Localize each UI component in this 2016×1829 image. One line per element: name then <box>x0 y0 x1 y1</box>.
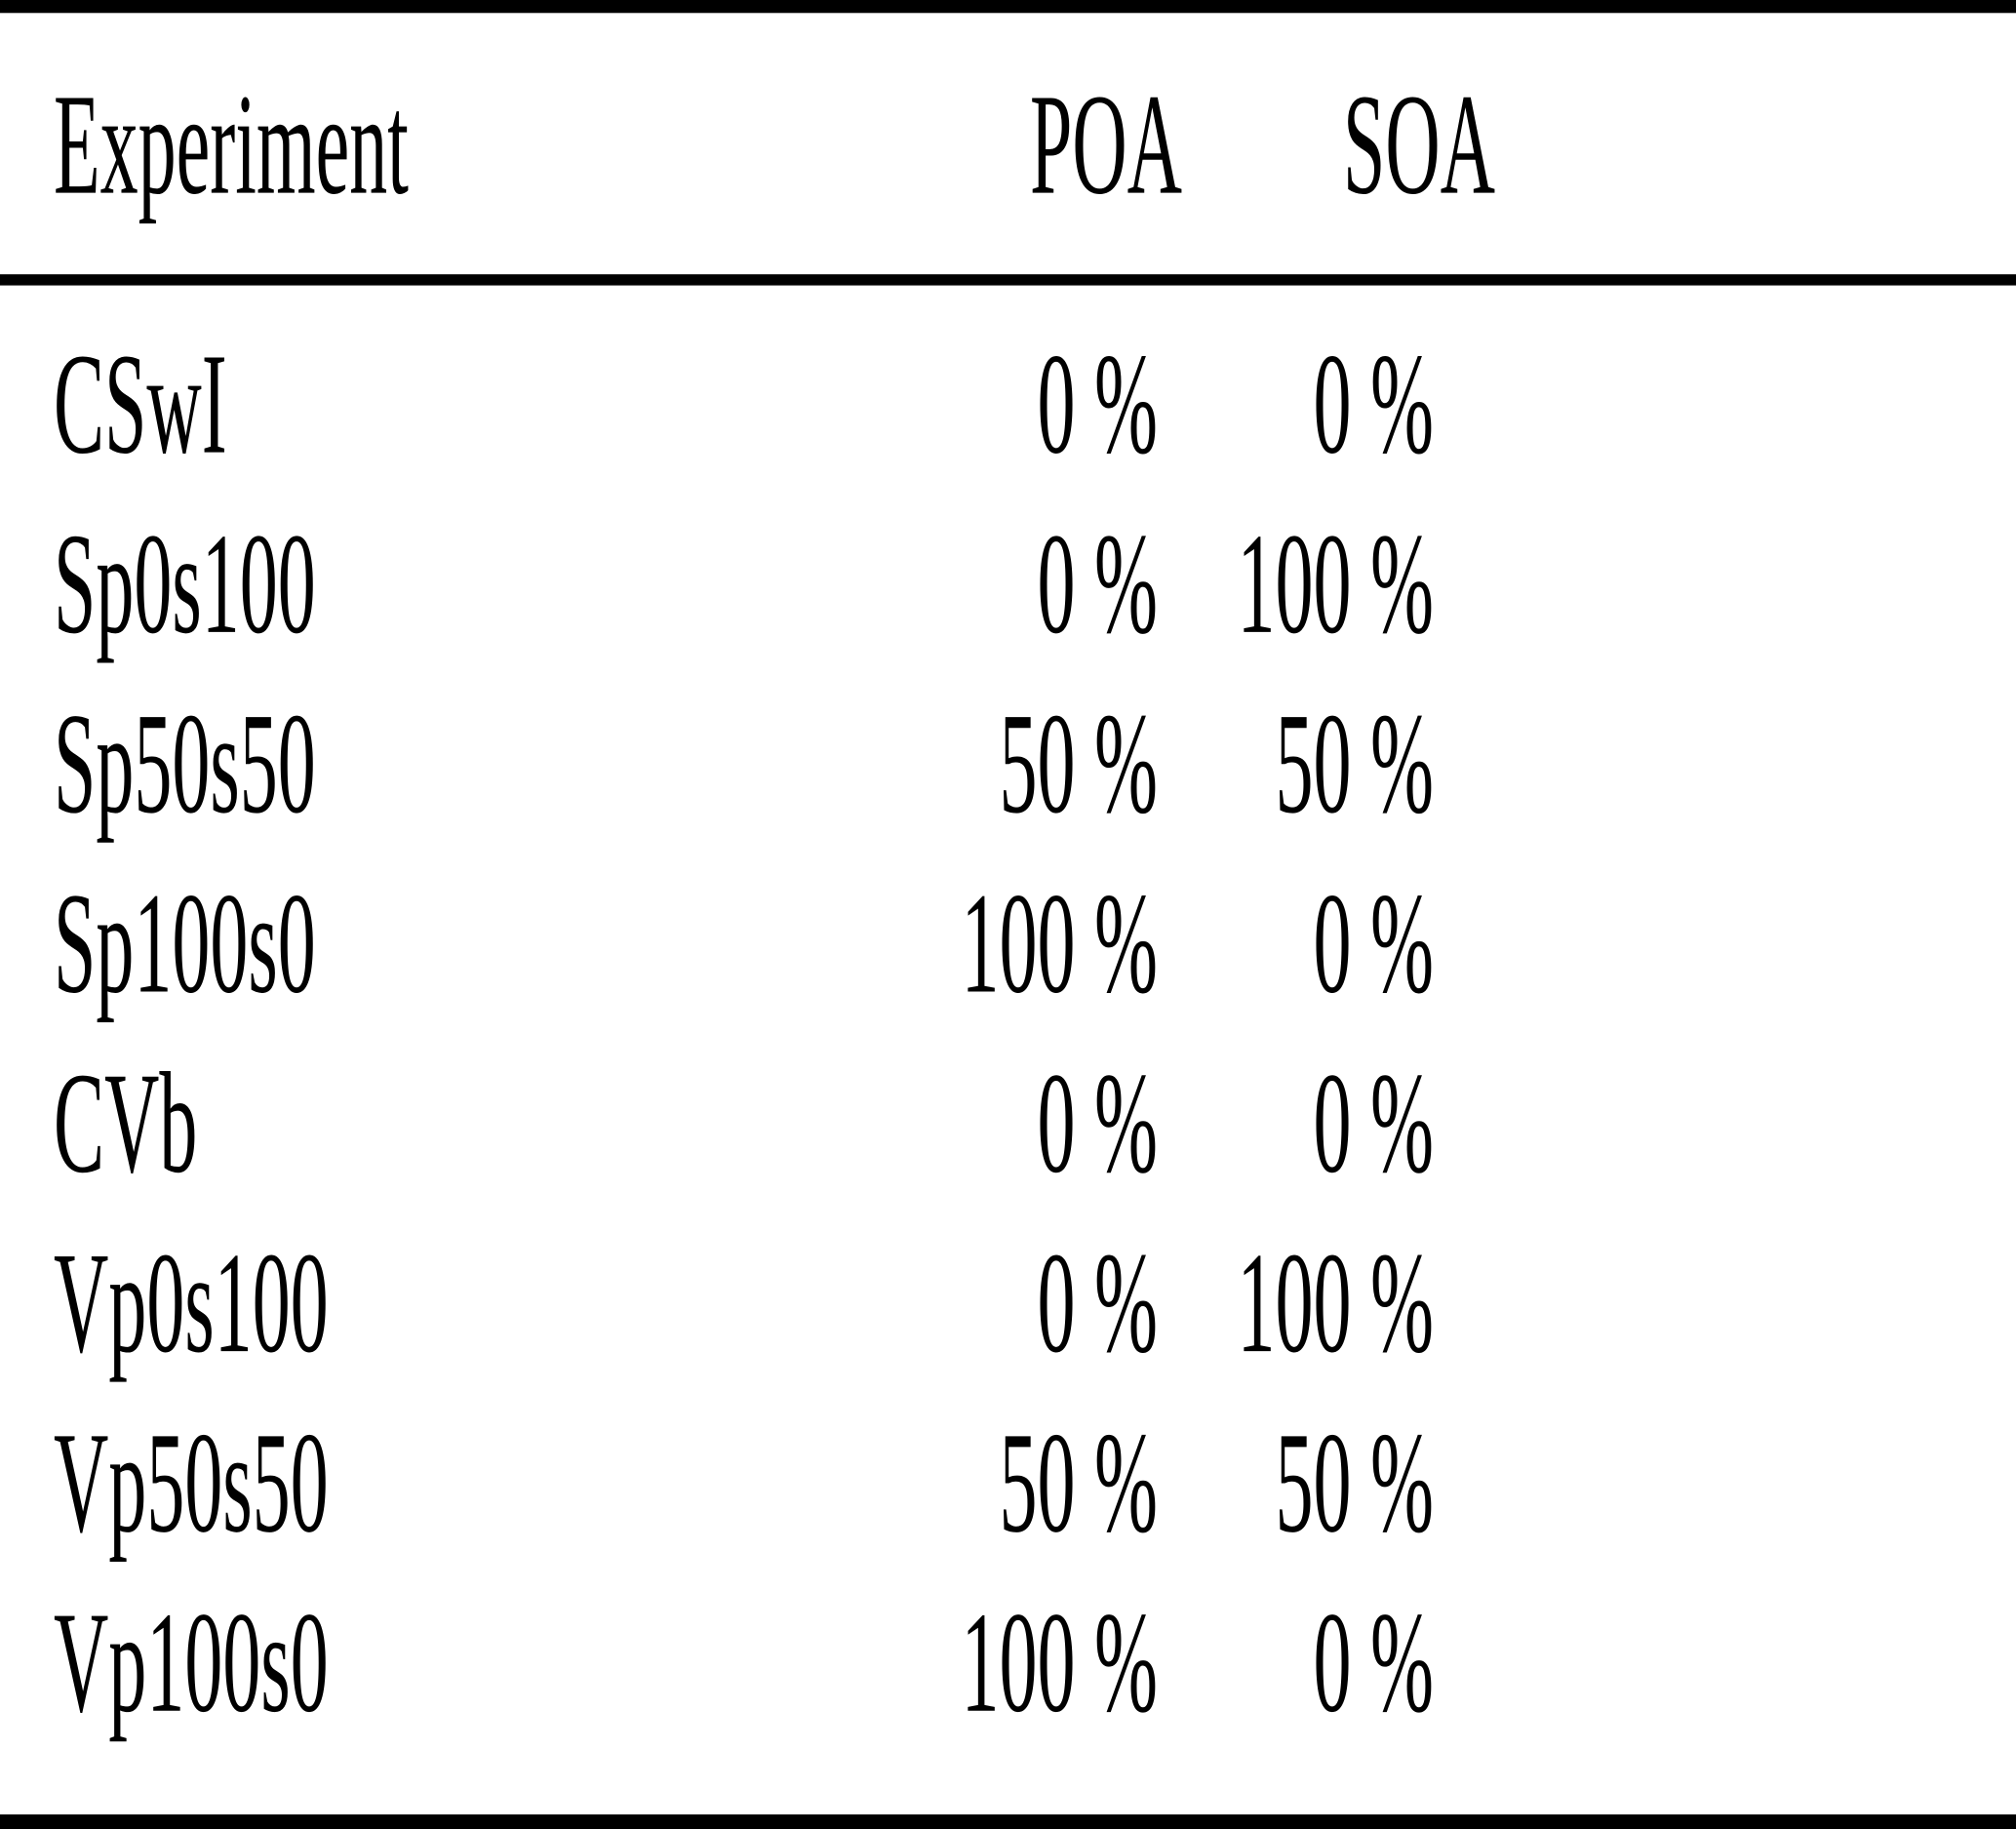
poa-cell: 50 % <box>999 1400 1158 1562</box>
experiment-cell: CVb <box>54 1040 198 1203</box>
table-row: Sp0s100 0 % 100 % <box>0 493 2016 672</box>
soa-cell: 0 % <box>1313 1579 1434 1742</box>
table-top-rule <box>0 0 2016 14</box>
experiment-cell: Vp0s100 <box>54 1220 329 1382</box>
table-row: Sp100s0 100 % 0 % <box>0 853 2016 1032</box>
experiment-cell: Vp100s0 <box>54 1579 329 1742</box>
experiment-cell: CSwI <box>54 321 227 483</box>
table-row: Vp100s0 100 % 0 % <box>0 1571 2016 1751</box>
experiment-cell: Sp100s0 <box>54 860 316 1022</box>
table-body: CSwI 0 % 0 % Sp0s100 0 % 100 % Sp50s50 5… <box>0 286 2016 1815</box>
table-row: CVb 0 % 0 % <box>0 1032 2016 1212</box>
soa-cell: 0 % <box>1313 321 1434 483</box>
soa-cell: 0 % <box>1313 1040 1434 1203</box>
column-header-soa: SOA <box>1342 61 1495 223</box>
poa-cell: 0 % <box>1037 1040 1158 1203</box>
poa-cell: 50 % <box>999 681 1158 843</box>
soa-cell: 100 % <box>1237 1220 1434 1382</box>
table-row: CSwI 0 % 0 % <box>0 313 2016 493</box>
poa-cell: 0 % <box>1037 1220 1158 1382</box>
soa-cell: 50 % <box>1275 681 1434 843</box>
experiment-cell: Sp50s50 <box>54 681 316 843</box>
poa-cell: 0 % <box>1037 321 1158 483</box>
poa-cell: 100 % <box>961 1579 1158 1742</box>
table-row: Sp50s50 50 % 50 % <box>0 673 2016 853</box>
poa-cell: 100 % <box>961 860 1158 1022</box>
table-header-row: Experiment POA SOA <box>0 13 2016 274</box>
soa-cell: 50 % <box>1275 1400 1434 1562</box>
experiment-cell: Vp50s50 <box>54 1400 329 1562</box>
soa-cell: 100 % <box>1237 500 1434 663</box>
column-header-poa: POA <box>1029 61 1182 223</box>
soa-cell: 0 % <box>1313 860 1434 1022</box>
table-mid-rule <box>0 274 2016 286</box>
column-header-experiment: Experiment <box>54 61 409 223</box>
table-row: Vp0s100 0 % 100 % <box>0 1213 2016 1392</box>
poa-cell: 0 % <box>1037 500 1158 663</box>
table-row: Vp50s50 50 % 50 % <box>0 1392 2016 1571</box>
table-bottom-rule <box>0 1814 2016 1829</box>
experiment-cell: Sp0s100 <box>54 500 316 663</box>
